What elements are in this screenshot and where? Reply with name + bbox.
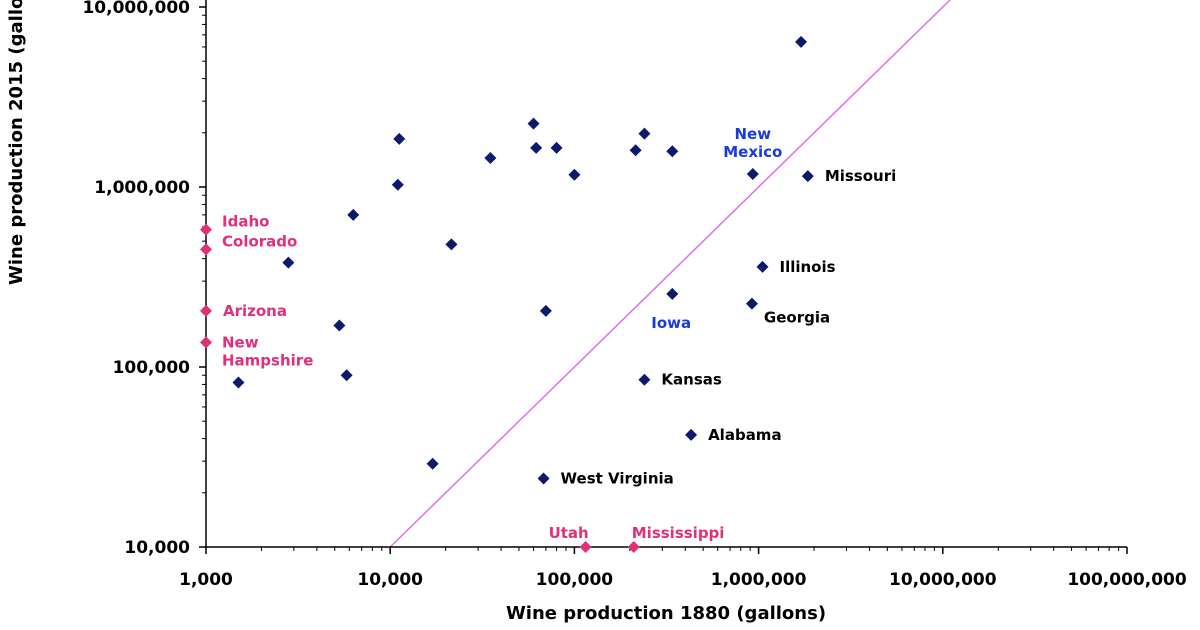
y-tick-label: 10,000,000 [82, 0, 190, 18]
point-label-illinois: Illinois [780, 258, 836, 276]
data-point-unlabeled [550, 141, 563, 154]
data-point-unlabeled [539, 304, 552, 317]
data-point-unlabeled [391, 178, 404, 191]
point-label-mississippi: Mississippi [632, 524, 725, 542]
axes [205, 0, 1127, 548]
point-label-west-virginia: West Virginia [561, 470, 674, 488]
data-point-unlabeled [333, 319, 346, 332]
data-point-alabama [685, 428, 698, 441]
data-point-colorado [200, 243, 212, 256]
point-label-utah: Utah [549, 524, 589, 542]
ticks: 1,000 10,000 100,000 1,000,000 10,000,000 100… [82, 0, 1186, 590]
reference-line-y-equals-x [389, 0, 952, 548]
point-label-new-hampshire: New Hampshire [222, 333, 313, 369]
data-point-utah [579, 541, 592, 553]
point-label-alabama: Alabama [708, 426, 781, 444]
data-points [200, 35, 814, 553]
y-tick-label: 10,000 [124, 538, 190, 558]
data-point-mississippi [627, 541, 640, 553]
point-label-arizona: Arizona [223, 302, 287, 320]
y-tick-label: 1,000,000 [94, 178, 190, 198]
reference-line-layer [389, 0, 952, 548]
x-tick-label: 1,000 [179, 570, 233, 590]
point-label-idaho: Idaho [222, 213, 269, 231]
data-point-new-mexico [746, 168, 759, 181]
x-tick-label: 1,000,000 [711, 570, 807, 590]
x-tick-label: 100,000,000 [1067, 570, 1187, 590]
y-axis-title: Wine production 2015 (gallons) [6, 0, 27, 285]
data-point-unlabeled [347, 208, 360, 221]
data-point-unlabeled [232, 376, 245, 389]
data-point-iowa [666, 287, 679, 300]
x-tick-label: 10,000,000 [889, 570, 997, 590]
data-point-unlabeled [666, 145, 679, 158]
data-point-idaho [200, 223, 212, 236]
data-point-west-virginia [537, 472, 550, 485]
point-label-iowa: Iowa [651, 314, 691, 332]
data-point-illinois [756, 260, 769, 273]
point-label-georgia: Georgia [764, 309, 830, 327]
point-label-colorado: Colorado [222, 232, 297, 250]
y-tick-label: 100,000 [113, 358, 191, 378]
data-point-unlabeled [282, 256, 295, 269]
point-label-kansas: Kansas [661, 371, 721, 389]
x-tick-label: 100,000 [536, 570, 614, 590]
data-point-unlabeled [393, 132, 406, 145]
data-point-unlabeled [638, 127, 651, 140]
x-axis-title: Wine production 1880 (gallons) [506, 603, 826, 624]
point-label-missouri: Missouri [825, 167, 896, 185]
data-point-georgia [745, 297, 758, 310]
data-point-unlabeled [484, 151, 497, 164]
x-tick-label: 10,000 [357, 570, 423, 590]
data-point-unlabeled [795, 35, 808, 48]
data-point-missouri [801, 170, 814, 183]
data-point-unlabeled [340, 369, 353, 382]
data-point-unlabeled [426, 457, 439, 470]
data-point-unlabeled [530, 141, 543, 154]
data-point-kansas [638, 373, 651, 386]
point-label-new-mexico: New Mexico [723, 125, 782, 161]
data-point-arizona [200, 304, 212, 317]
data-point-new-hampshire [200, 336, 212, 349]
data-point-unlabeled [568, 168, 581, 181]
data-point-unlabeled [629, 144, 642, 157]
data-point-unlabeled [445, 238, 458, 251]
data-point-unlabeled [527, 117, 540, 130]
